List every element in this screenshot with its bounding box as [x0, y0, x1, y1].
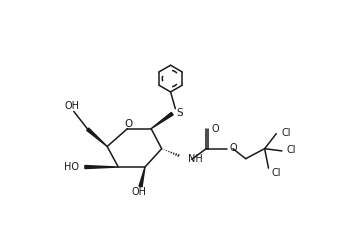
Text: Cl: Cl [281, 128, 291, 138]
Polygon shape [151, 112, 173, 129]
Polygon shape [87, 128, 107, 146]
Text: OH: OH [132, 187, 147, 197]
Text: S: S [177, 108, 183, 117]
Text: Cl: Cl [271, 168, 281, 178]
Text: OH: OH [64, 101, 79, 111]
Polygon shape [85, 166, 118, 169]
Text: Cl: Cl [287, 145, 296, 155]
Text: NH: NH [188, 154, 203, 164]
Text: O: O [229, 143, 237, 153]
Text: O: O [211, 124, 219, 134]
Text: O: O [124, 119, 132, 129]
Text: HO: HO [64, 162, 79, 172]
Polygon shape [139, 167, 145, 187]
